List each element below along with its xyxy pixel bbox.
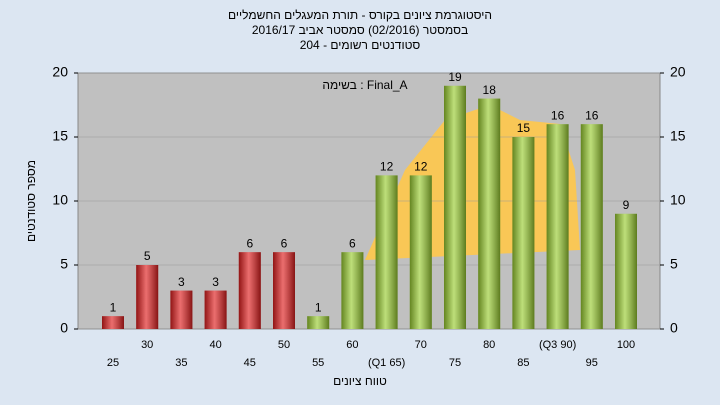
x-tick-label: 50 (278, 339, 290, 351)
value-label: 12 (414, 160, 428, 174)
value-label: 6 (246, 236, 253, 250)
bar-shade (238, 252, 261, 329)
bar-shade (546, 124, 569, 329)
y-tick-label: 10 (52, 192, 68, 208)
y-tick-label: 15 (52, 128, 68, 144)
bar-shade (102, 316, 124, 329)
x-tick-label: 85 (517, 357, 529, 369)
value-label: 1 (315, 300, 322, 314)
value-label: 6 (349, 236, 356, 250)
value-label: 18 (483, 83, 497, 97)
y2-tick-label: 20 (670, 64, 686, 80)
bar-shade (375, 175, 398, 329)
value-label: 12 (380, 160, 394, 174)
x-tick-label: (Q3 90) (539, 339, 576, 351)
bar-shade (170, 290, 193, 329)
bar-shade (444, 85, 466, 329)
bar-shade (136, 265, 159, 329)
x-tick-label: 40 (209, 339, 221, 351)
chart-title: היסטוגרמת ציונים בקורס - תורת המעגלים הח… (228, 8, 492, 22)
x-tick-label: 55 (312, 357, 324, 369)
bar-shade (307, 316, 330, 329)
value-label: 9 (623, 198, 630, 212)
value-label: 5 (144, 249, 151, 263)
value-label: 19 (448, 70, 462, 84)
x-tick-label: 70 (415, 339, 427, 351)
y-tick-label: 20 (52, 64, 68, 80)
value-label: 16 (585, 108, 599, 122)
y2-tick-label: 5 (670, 256, 678, 272)
x-tick-label: 60 (346, 339, 358, 351)
y2-tick-label: 0 (670, 320, 678, 336)
x-tick-label: 35 (175, 357, 187, 369)
value-label: 3 (212, 275, 219, 289)
y2-tick-label: 15 (670, 128, 686, 144)
value-label: 1 (110, 300, 117, 314)
x-tick-label: 100 (617, 339, 635, 351)
bar-shade (204, 290, 227, 329)
bar-shade (512, 137, 535, 329)
y-tick-label: 5 (60, 256, 68, 272)
y-tick-label: 0 (60, 320, 68, 336)
x-tick-label: 95 (586, 357, 598, 369)
x-tick-label: 25 (107, 357, 119, 369)
value-label: 15 (517, 121, 531, 135)
bar-shade (341, 252, 364, 329)
bar-shade (478, 98, 501, 329)
x-tick-label: (Q1 65) (368, 357, 405, 369)
value-label: 6 (281, 236, 288, 250)
value-label: 3 (178, 275, 185, 289)
bar-shade (615, 213, 637, 329)
bar-shade (580, 124, 603, 329)
x-tick-label: 80 (483, 339, 495, 351)
y2-tick-label: 10 (670, 192, 686, 208)
annotation: בשימה : Final_A (322, 78, 407, 92)
chart-subtitle: סטודנטים רשומים - 204 (300, 38, 421, 52)
value-label: 16 (551, 108, 565, 122)
x-tick-label: 30 (141, 339, 153, 351)
bar-shade (409, 175, 432, 329)
chart-subtitle: בסמסטר (02/2016) סמסטר אביב 2016/17 (252, 23, 468, 37)
bar-shade (273, 252, 295, 329)
x-tick-label: 75 (449, 357, 461, 369)
x-tick-label: 45 (244, 357, 256, 369)
y-axis-label: מספר סטודנטים (24, 160, 38, 242)
x-axis-label: טווח ציונים (333, 374, 387, 388)
